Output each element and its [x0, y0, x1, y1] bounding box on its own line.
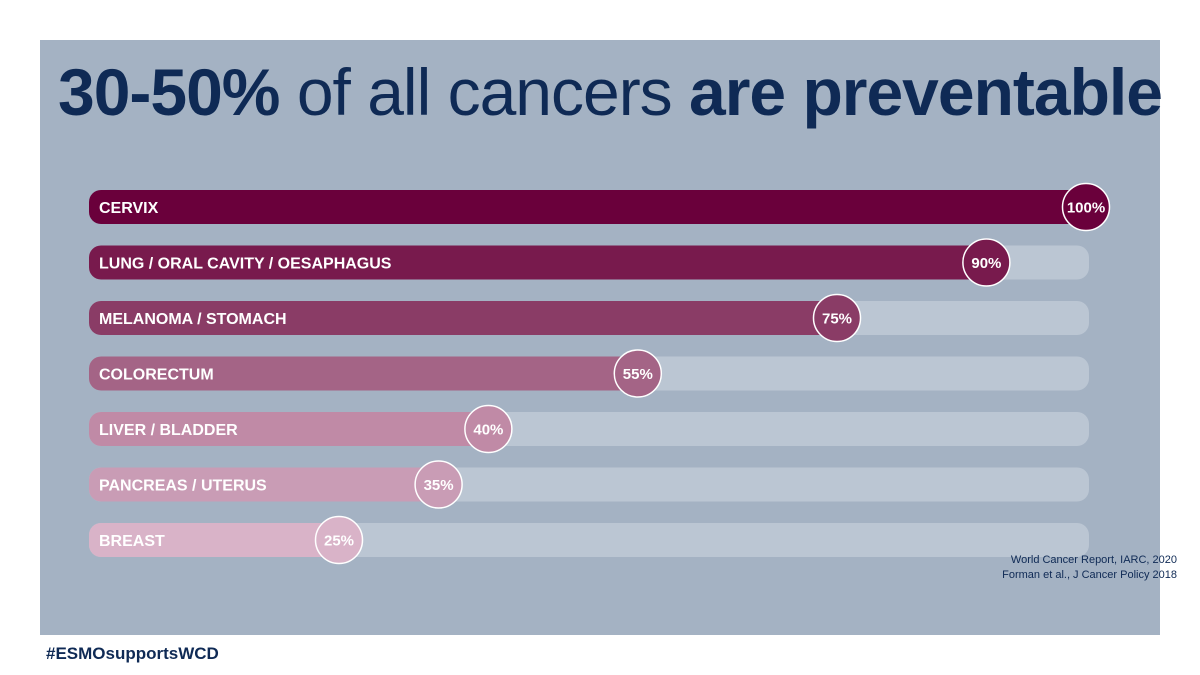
value-badge [314, 515, 364, 565]
hashtag: #ESMOsupportsWCD [46, 644, 219, 663]
bar-value-label: 40% [473, 422, 503, 439]
bar-value-label: 35% [424, 477, 454, 494]
bar [89, 301, 837, 335]
bar-value-label: 90% [971, 255, 1001, 272]
page-title: 30-50% of all cancers are preventable [58, 52, 1163, 132]
value-badge [812, 293, 862, 343]
bar [89, 523, 339, 557]
bar [89, 412, 489, 446]
bar-value-label: 25% [324, 533, 354, 550]
bar [89, 190, 1086, 224]
bar-category-label: LIVER / BLADDER [99, 422, 238, 439]
bar-category-label: PANCREAS / UTERUS [99, 478, 267, 495]
source-line-2: Forman et al., J Cancer Policy 2018 [1002, 569, 1177, 581]
value-badge [1061, 182, 1111, 232]
value-badge [613, 349, 663, 398]
bar [89, 245, 987, 280]
title-emphasis: are preventable [689, 55, 1163, 129]
bar-category-label: CERVIX [99, 200, 159, 217]
title-highlight: 30-50% [58, 55, 280, 129]
bar-category-label: MELANOMA / STOMACH [99, 311, 287, 328]
bar-category-label: LUNG / ORAL CAVITY / OESAPHAGUS [99, 256, 392, 273]
value-badge [464, 404, 513, 454]
bar-category-label: BREAST [99, 533, 165, 550]
value-badge [962, 238, 1011, 287]
bar-category-label: COLORECTUM [99, 367, 214, 384]
source-line-1: World Cancer Report, IARC, 2020 [1010, 554, 1177, 566]
bar [89, 356, 638, 391]
bar-value-label: 100% [1067, 200, 1105, 217]
bar-value-label: 75% [822, 311, 852, 328]
sources: World Cancer Report, IARC, 2020 Forman e… [1002, 553, 1177, 583]
title-middle: of all cancers [279, 55, 690, 129]
bar [89, 467, 439, 502]
bar-value-label: 55% [623, 366, 653, 383]
value-badge [414, 460, 463, 509]
